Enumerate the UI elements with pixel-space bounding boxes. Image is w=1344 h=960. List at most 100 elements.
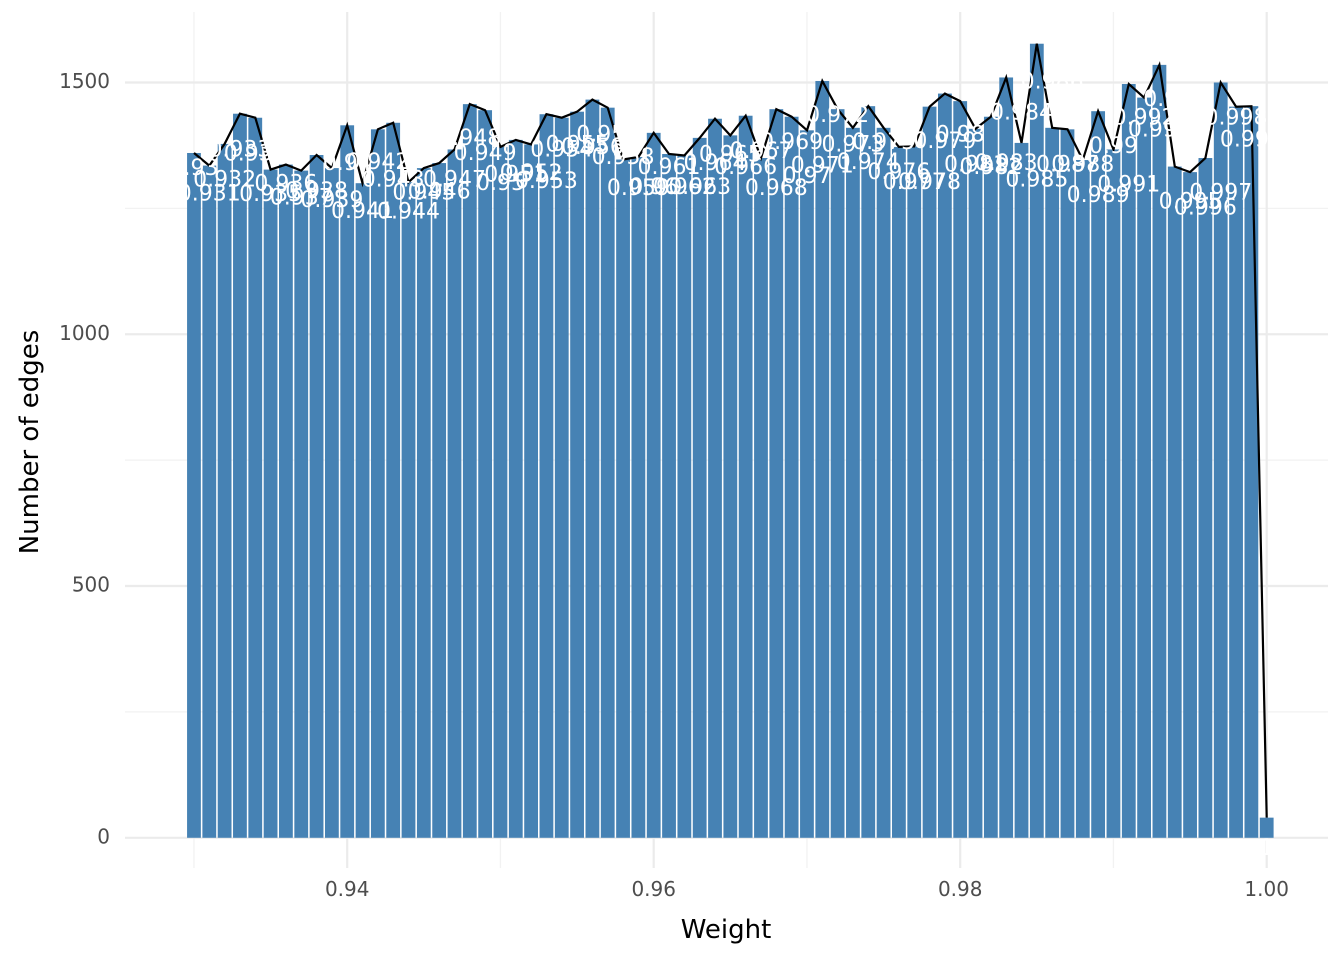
- y-axis-tick-labels: 0 500 1000 1500: [59, 69, 110, 848]
- data-label: 0.965: [699, 143, 762, 168]
- data-label: 0.982: [959, 155, 1022, 180]
- bar: [1091, 111, 1106, 838]
- bar: [1060, 129, 1075, 838]
- bar: [508, 139, 523, 838]
- bar: [340, 125, 355, 838]
- bar: [416, 168, 431, 838]
- bar: [1137, 97, 1151, 838]
- data-label: 0.95: [476, 171, 525, 196]
- data-label: 0.96: [629, 175, 678, 200]
- bar: [692, 137, 707, 838]
- bar: [830, 109, 845, 838]
- data-label: 0.945: [392, 180, 455, 205]
- bar: [447, 149, 462, 838]
- bar: [754, 158, 768, 838]
- data-label: 0.938: [285, 179, 348, 204]
- y-tick-label: 1500: [59, 69, 110, 93]
- bar: [1213, 82, 1228, 838]
- x-tick-label: 0.94: [325, 877, 370, 901]
- data-label: 0.931: [178, 181, 241, 206]
- data-label: 0.94: [323, 151, 372, 176]
- bar: [815, 80, 830, 838]
- data-label: 0.974: [837, 150, 900, 175]
- data-label: 0.987: [1036, 153, 1099, 178]
- data-label: 0.993: [1128, 117, 1191, 142]
- bar: [248, 117, 263, 838]
- bar: [401, 182, 416, 838]
- data-label: 0.991: [1097, 173, 1160, 198]
- bar: [294, 170, 309, 838]
- bar: [769, 109, 784, 838]
- bar: [983, 116, 998, 838]
- data-label: 0.999: [1220, 127, 1283, 152]
- data-label: 0.956: [561, 135, 624, 160]
- data-label: 1: [1260, 836, 1274, 861]
- bar: [355, 183, 370, 838]
- x-axis-tick-labels: 0.94 0.96 0.98 1.00: [325, 877, 1289, 901]
- data-label: 0.996: [1174, 195, 1237, 220]
- bar: [1014, 142, 1029, 838]
- data-label: 0.936: [254, 172, 317, 197]
- bar: [1183, 172, 1197, 838]
- data-label: 0.995: [1159, 189, 1222, 214]
- data-label: 0.958: [592, 145, 655, 170]
- data-label: 0.978: [898, 170, 961, 195]
- bar: [1029, 43, 1044, 838]
- data-label: 0.947: [423, 168, 486, 193]
- bar: [478, 110, 493, 838]
- data-label: 0.959: [607, 176, 670, 201]
- bar: [861, 106, 876, 838]
- data-label: 0.962: [653, 175, 716, 200]
- bar: [968, 128, 983, 838]
- data-label: 0.961: [638, 155, 701, 180]
- data-label: 0.952: [500, 161, 563, 186]
- data-label: 0.98: [936, 122, 985, 147]
- bar: [309, 155, 324, 838]
- bar: [279, 164, 293, 838]
- bar: [738, 115, 753, 838]
- bar: [708, 118, 722, 838]
- y-axis-title: Number of edges: [15, 330, 45, 555]
- data-label: 0.948: [438, 126, 501, 151]
- bar: [999, 77, 1014, 838]
- bar: [1106, 149, 1121, 838]
- data-label: 0.968: [745, 176, 808, 201]
- data-label: 0.963: [668, 175, 731, 200]
- data-label: 0.973: [821, 132, 884, 157]
- bar: [493, 146, 508, 838]
- data-label: 0.981: [944, 153, 1007, 178]
- bar: [631, 157, 646, 838]
- bar: [585, 99, 600, 838]
- bar: [263, 169, 278, 838]
- x-tick-label: 0.96: [631, 877, 676, 901]
- data-label: 0.983: [975, 151, 1038, 176]
- data-label: 0.933: [208, 137, 271, 162]
- bar: [922, 106, 937, 838]
- bar: [432, 163, 447, 838]
- data-label: 0.967: [729, 139, 792, 164]
- data-label: 0.951: [484, 163, 547, 188]
- data-label: 0.939: [300, 188, 363, 213]
- bar: [846, 127, 860, 838]
- data-label: 0.941: [331, 199, 394, 224]
- bar: [386, 122, 401, 838]
- bar: [1121, 84, 1136, 838]
- data-label: 0.943: [362, 168, 425, 193]
- x-tick-label: 1.00: [1244, 877, 1289, 901]
- data-label: 0.946: [408, 179, 471, 204]
- data-label: 0.957: [576, 122, 639, 147]
- data-label: 0.97: [782, 164, 831, 189]
- bar: [1045, 127, 1060, 838]
- data-label: 0.994: [1143, 87, 1206, 112]
- data-label: 0.988: [1051, 153, 1114, 178]
- bar: [462, 104, 477, 838]
- bar: [554, 117, 569, 838]
- data-label: 0.953: [515, 169, 578, 194]
- data-label: 0.971: [791, 154, 854, 179]
- bar: [876, 127, 891, 838]
- bar: [616, 159, 630, 838]
- bar: [1075, 160, 1090, 838]
- bar: [1244, 106, 1259, 838]
- bar: [202, 165, 217, 838]
- data-label: 0.976: [867, 160, 930, 185]
